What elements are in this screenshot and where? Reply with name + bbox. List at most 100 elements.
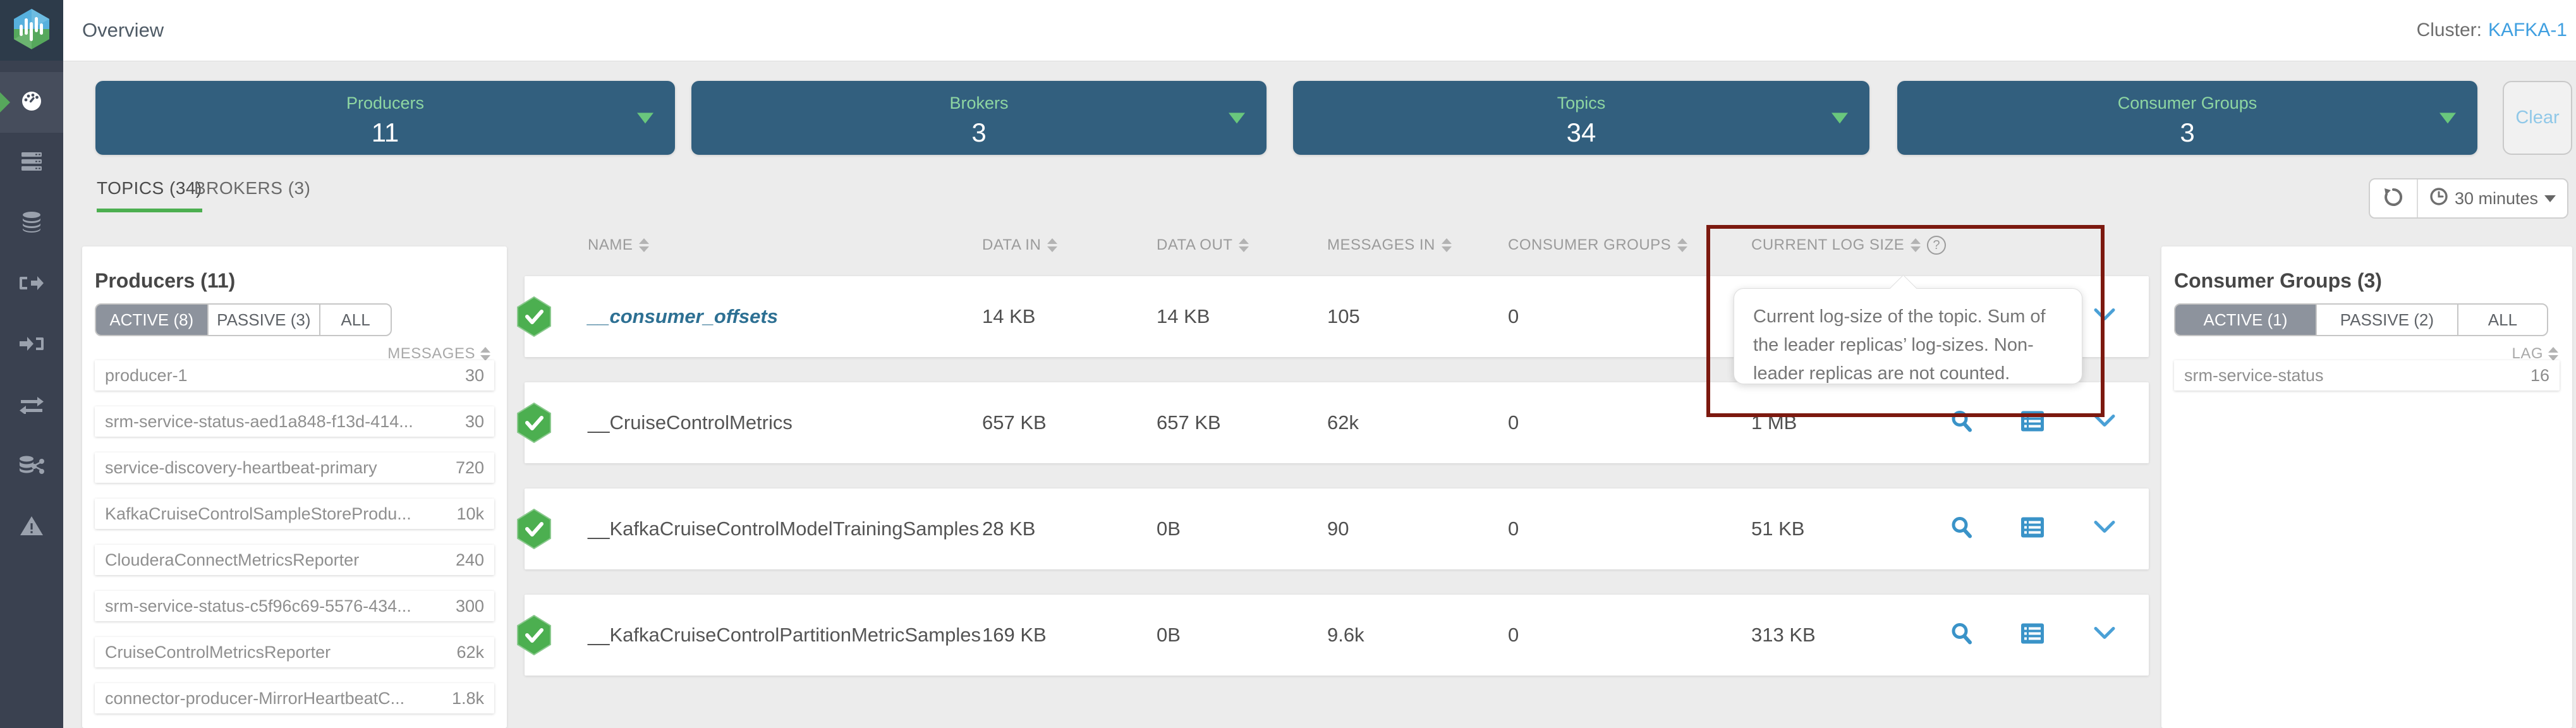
search-icon[interactable] xyxy=(1950,516,1974,543)
col-messages-in[interactable]: MESSAGES IN xyxy=(1327,236,1508,254)
arrow-in-icon xyxy=(18,334,45,357)
sidebar-item-topics[interactable] xyxy=(0,193,63,254)
segment-passive[interactable]: PASSIVE (2) xyxy=(2317,305,2458,335)
tab-brokers[interactable]: BROKERS (3) xyxy=(194,178,311,198)
producers-filter-card[interactable]: Producers 11 xyxy=(95,81,675,155)
sidebar-item-connect[interactable] xyxy=(0,436,63,497)
list-item[interactable]: service-discovery-heartbeat-primary 720 xyxy=(95,452,494,483)
sort-icon xyxy=(1677,238,1688,252)
list-item[interactable]: CruiseControlMetricsReporter 62k xyxy=(95,637,494,667)
producer-messages: 30 xyxy=(465,365,484,385)
app-logo[interactable] xyxy=(0,0,63,61)
data-explorer-icon[interactable] xyxy=(2020,623,2044,648)
col-name-label: NAME xyxy=(588,236,633,253)
lag-sort-header[interactable]: LAG xyxy=(2512,345,2558,363)
col-name[interactable]: NAME xyxy=(588,236,982,254)
col-data-in[interactable]: DATA IN xyxy=(982,236,1157,254)
col-data-out[interactable]: DATA OUT xyxy=(1157,236,1327,254)
messages-sort-header[interactable]: MESSAGES xyxy=(387,345,490,363)
time-range-dropdown[interactable]: 30 minutes xyxy=(2418,179,2567,217)
topic-name[interactable]: __KafkaCruiseControlModelTrainingSamples xyxy=(588,517,980,540)
cluster-link[interactable]: KAFKA-1 xyxy=(2488,20,2567,40)
cell-consumer-groups: 0 xyxy=(1508,624,1519,646)
data-explorer-icon[interactable] xyxy=(2020,517,2044,542)
cell-log-size: 1 MB xyxy=(1751,411,1797,434)
cell-consumer-groups: 0 xyxy=(1508,411,1519,434)
gauge-icon xyxy=(19,88,44,117)
producer-name: KafkaCruiseControlSampleStoreProdu... xyxy=(105,504,411,523)
cell-data-out: 14 KB xyxy=(1157,305,1210,327)
cell-log-size: 51 KB xyxy=(1751,518,1805,540)
clear-button[interactable]: Clear xyxy=(2503,81,2572,155)
segment-active[interactable]: ACTIVE (8) xyxy=(96,305,209,335)
table-row[interactable]: __KafkaCruiseControlPartitionMetricSampl… xyxy=(517,595,2149,676)
server-stack-icon xyxy=(19,150,44,176)
consumer-groups-filter-segments: ACTIVE (1) PASSIVE (2) ALL xyxy=(2174,303,2548,336)
cluster-indicator: Cluster: KAFKA-1 xyxy=(2417,0,2567,61)
tab-topics[interactable]: TOPICS (34) xyxy=(97,172,202,212)
brokers-card-label: Brokers xyxy=(949,94,1009,112)
expand-chevron-icon[interactable] xyxy=(2094,521,2115,538)
sort-icon xyxy=(1911,238,1921,252)
messages-sort-label: MESSAGES xyxy=(387,345,475,362)
segment-all[interactable]: ALL xyxy=(341,310,370,329)
sidebar-item-replications[interactable] xyxy=(0,375,63,436)
lag-sort-label: LAG xyxy=(2512,345,2543,362)
segment-passive[interactable]: PASSIVE (3) xyxy=(209,305,321,335)
topic-name[interactable]: __CruiseControlMetrics xyxy=(588,411,793,434)
list-item[interactable]: KafkaCruiseControlSampleStoreProdu... 10… xyxy=(95,499,494,529)
topics-table-header: NAME DATA IN DATA OUT MESSAGES IN CONSUM… xyxy=(525,231,2149,259)
tooltip-text: Current log-size of the topic. Sum of th… xyxy=(1753,306,2046,384)
dropdown-caret-icon xyxy=(1229,112,1245,123)
list-item[interactable]: srm-service-status-aed1a848-f13d-414... … xyxy=(95,406,494,437)
producers-list: producer-1 30 srm-service-status-aed1a84… xyxy=(95,360,494,728)
producers-card-value: 11 xyxy=(371,118,399,147)
clock-icon xyxy=(2429,187,2448,210)
sidebar-item-overview[interactable] xyxy=(0,72,63,133)
sidebar-item-consumer-groups[interactable] xyxy=(0,315,63,375)
cell-data-in: 657 KB xyxy=(982,411,1047,434)
status-ok-icon xyxy=(516,296,552,340)
table-row[interactable]: __CruiseControlMetrics 657 KB 657 KB 62k… xyxy=(517,382,2149,463)
producers-filter-segments: ACTIVE (8) PASSIVE (3) ALL xyxy=(95,303,392,336)
segment-all[interactable]: ALL xyxy=(2488,310,2518,329)
list-item[interactable]: connector-producer-MirrorHeartbeatC... 1… xyxy=(95,683,494,713)
sidebar-item-brokers[interactable] xyxy=(0,133,63,193)
consumer-groups-panel: Consumer Groups (3) ACTIVE (1) PASSIVE (… xyxy=(2161,246,2572,728)
cell-consumer-groups: 0 xyxy=(1508,518,1519,540)
expand-chevron-icon[interactable] xyxy=(2094,627,2115,644)
list-item[interactable]: ClouderaConnectMetricsReporter 240 xyxy=(95,545,494,575)
dropdown-caret-icon xyxy=(637,112,653,123)
sidebar-item-producers[interactable] xyxy=(0,254,63,315)
help-icon[interactable]: ? xyxy=(1927,236,1947,255)
col-consumer-groups-label: CONSUMER GROUPS xyxy=(1508,236,1672,253)
data-explorer-icon[interactable] xyxy=(2020,411,2044,435)
sidebar-item-alerts[interactable] xyxy=(0,497,63,557)
arrows-swap-icon xyxy=(18,395,45,417)
producers-panel-title: Producers (11) xyxy=(95,269,236,292)
time-range-toolbar: 30 minutes xyxy=(2369,178,2568,219)
topic-name-link[interactable]: __consumer_offsets xyxy=(588,305,778,327)
search-icon[interactable] xyxy=(1950,410,1974,437)
refresh-button[interactable] xyxy=(2370,179,2418,217)
topics-filter-card[interactable]: Topics 34 xyxy=(1293,81,1869,155)
producer-messages: 300 xyxy=(455,596,484,616)
list-item[interactable]: srm-service-status-c5f96c69-5576-434... … xyxy=(95,591,494,621)
expand-chevron-icon[interactable] xyxy=(2094,415,2115,432)
segment-active[interactable]: ACTIVE (1) xyxy=(2175,305,2317,335)
list-item[interactable]: srm-service-status 16 xyxy=(2174,360,2560,391)
topic-name[interactable]: __KafkaCruiseControlPartitionMetricSampl… xyxy=(588,623,981,646)
col-messages-in-label: MESSAGES IN xyxy=(1327,236,1435,253)
brokers-filter-card[interactable]: Brokers 3 xyxy=(691,81,1267,155)
producer-messages: 1.8k xyxy=(451,688,484,708)
producer-name: srm-service-status-c5f96c69-5576-434... xyxy=(105,596,411,616)
dropdown-caret-icon xyxy=(1832,112,1848,123)
consumer-groups-filter-card[interactable]: Consumer Groups 3 xyxy=(1897,81,2477,155)
table-row[interactable]: __KafkaCruiseControlModelTrainingSamples… xyxy=(517,488,2149,569)
list-item[interactable]: producer-1 30 xyxy=(95,360,494,391)
search-icon[interactable] xyxy=(1950,622,1974,649)
expand-chevron-icon[interactable] xyxy=(2094,308,2115,325)
col-current-log-size[interactable]: CURRENT LOG SIZE ? xyxy=(1751,236,1950,255)
col-consumer-groups[interactable]: CONSUMER GROUPS xyxy=(1508,236,1751,254)
